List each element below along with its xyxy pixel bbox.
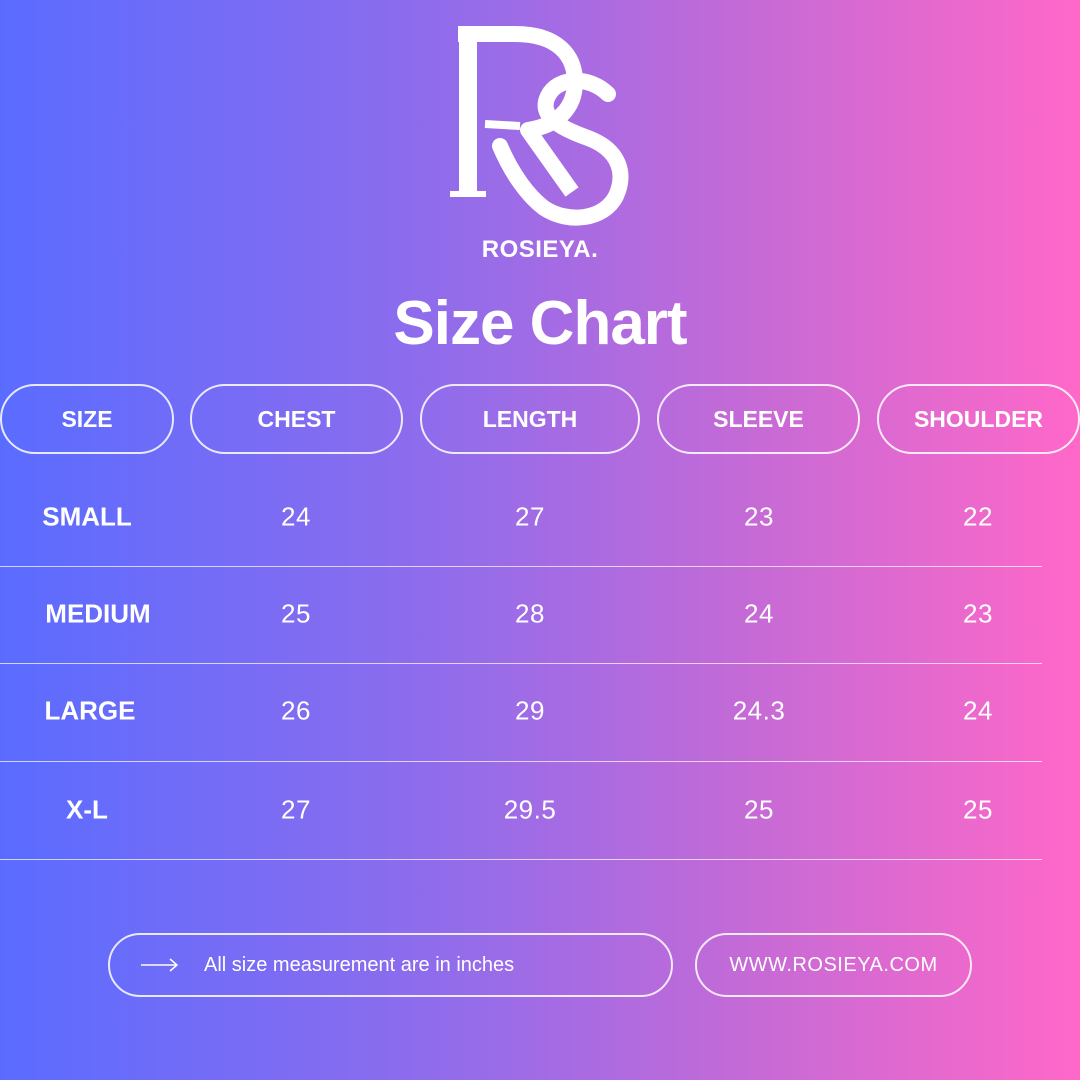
row-label-small: SMALL: [42, 501, 132, 532]
header-shoulder: SHOULDER: [877, 384, 1080, 454]
rs-logo: [450, 26, 629, 226]
measurement-note-text: All size measurement are in inches: [204, 953, 515, 976]
website-link[interactable]: WWW.ROSIEYA.COM: [695, 933, 972, 997]
cell-medium-shoulder: 23: [963, 598, 993, 629]
row-divider: [0, 761, 1042, 762]
row-divider: [0, 663, 1042, 664]
cell-xl-shoulder: 25: [963, 794, 993, 825]
cell-small-length: 27: [515, 501, 545, 532]
cell-large-sleeve: 24.3: [732, 695, 786, 726]
cell-xl-chest: 27: [281, 794, 311, 825]
cell-small-shoulder: 22: [963, 501, 993, 532]
header-sleeve: SLEEVE: [657, 384, 860, 454]
cell-xl-sleeve: 25: [744, 794, 774, 825]
cell-large-length: 29: [515, 695, 545, 726]
cell-xl-length: 29.5: [503, 794, 557, 825]
cell-large-shoulder: 24: [963, 695, 993, 726]
row-divider: [0, 859, 1042, 860]
cell-medium-sleeve: 24: [744, 598, 774, 629]
brand-name: ROSIEYA.: [481, 236, 599, 263]
row-divider: [0, 566, 1042, 567]
cell-medium-length: 28: [515, 598, 545, 629]
header-length: LENGTH: [420, 384, 640, 454]
cell-small-sleeve: 23: [744, 501, 774, 532]
header-size: SIZE: [0, 384, 174, 454]
row-label-medium: MEDIUM: [45, 598, 151, 629]
cell-large-chest: 26: [281, 695, 311, 726]
cell-medium-chest: 25: [281, 598, 311, 629]
arrow-right-icon: [141, 958, 179, 972]
row-label-xl: X-L: [66, 794, 108, 825]
page-title: Size Chart: [393, 289, 687, 358]
header-chest: CHEST: [190, 384, 403, 454]
cell-small-chest: 24: [281, 501, 311, 532]
measurement-note: All size measurement are in inches: [108, 933, 673, 997]
row-label-large: LARGE: [44, 695, 136, 726]
